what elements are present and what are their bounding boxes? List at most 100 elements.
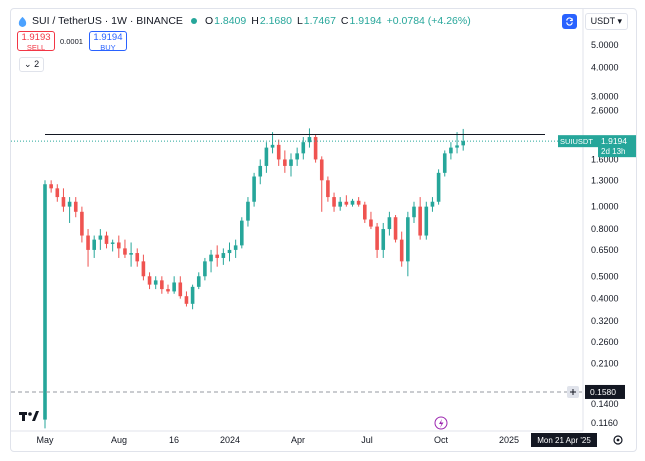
candle-body — [80, 211, 84, 236]
candle-body — [86, 235, 90, 250]
bar-countdown: 2d 13h — [601, 147, 625, 156]
price-tick-label: 5.0000 — [591, 40, 619, 50]
time-tick-label: Aug — [111, 435, 127, 445]
candle-body — [301, 142, 306, 154]
ohlc-high-label: H — [251, 15, 259, 27]
sell-button[interactable]: 1.9193 SELL — [17, 31, 55, 52]
sync-icon[interactable] — [561, 14, 577, 29]
ohlc-close-value: 1.9194 — [349, 15, 382, 27]
candle-body — [350, 200, 355, 205]
price-tick-label: 0.5000 — [591, 271, 619, 281]
market-status-dot — [190, 18, 197, 24]
time-tick-label: Apr — [291, 435, 305, 445]
indicators-count: 2 — [34, 59, 40, 69]
candle-body — [436, 172, 441, 202]
ohlc-close-label: C — [340, 15, 349, 27]
candle-body — [141, 261, 146, 277]
candle-body — [307, 137, 312, 143]
candle-body — [319, 159, 324, 181]
candle-body — [252, 176, 256, 202]
price-tick-label: 1.3000 — [591, 175, 619, 185]
candle-body — [418, 206, 422, 236]
candle-body — [123, 248, 127, 255]
candle-body — [356, 200, 361, 205]
chevron-down-small-icon: ⌄ — [24, 59, 32, 69]
candle-body — [129, 253, 133, 255]
candle-body — [424, 206, 429, 236]
candle-body — [246, 201, 250, 221]
candle-body — [67, 201, 72, 207]
spread-value: 0.0001 — [60, 36, 83, 46]
candle-body — [160, 280, 164, 290]
candle-body — [196, 276, 201, 287]
crosshair-price-badge — [585, 384, 625, 399]
candle-body — [270, 144, 275, 148]
price-tick-label: 3.0000 — [591, 91, 619, 101]
symbol-title[interactable]: SUI / TetherUS · 1W · BINANCE — [32, 15, 183, 27]
price-tick-label: 0.1160 — [591, 418, 618, 428]
candle-body — [240, 220, 244, 246]
candle-body — [215, 254, 219, 258]
price-change: +0.0784 (+4.26%) — [386, 15, 471, 27]
candle-body — [203, 261, 207, 277]
last-price-symbol: SUIUSDT — [560, 137, 593, 146]
candle-body — [430, 201, 435, 207]
buy-button[interactable]: 1.9194 BUY — [88, 31, 127, 52]
candle-body — [393, 217, 398, 240]
price-tick-label: 0.1400 — [591, 399, 619, 409]
candle-body — [166, 289, 170, 292]
crosshair-plus-icon[interactable] — [567, 385, 579, 398]
candle-body — [295, 153, 299, 160]
crosshair-date-label: Mon 21 Apr '25 — [537, 436, 591, 445]
time-tick-label: Jul — [361, 435, 373, 445]
ohlc-open-value: 1.8409 — [214, 15, 247, 27]
price-tick-label: 2.6000 — [591, 106, 619, 116]
candle-body — [264, 147, 269, 166]
ohlc-low-label: L — [296, 15, 303, 27]
time-tick-label: 2024 — [220, 435, 240, 445]
candle-body — [344, 201, 349, 205]
time-tick-label: 16 — [169, 435, 179, 445]
price-tick-label: 0.2100 — [591, 358, 619, 368]
candle-body — [104, 235, 109, 244]
tradingview-logo-icon — [19, 411, 39, 421]
symbol-logo-icon — [18, 16, 27, 27]
candle-body — [381, 229, 386, 250]
candle-body — [117, 242, 121, 249]
ohlc-low-value: 1.7467 — [303, 15, 336, 27]
candle-body — [369, 219, 373, 227]
chevron-down-icon: ▾ — [617, 16, 622, 26]
candle-body — [338, 201, 342, 207]
price-tick-label: 1.6000 — [591, 154, 619, 164]
settings-gear-icon[interactable] — [613, 435, 623, 445]
ohlc-high-value: 2.1680 — [259, 15, 292, 27]
buy-price: 1.9194 — [93, 32, 123, 43]
lightning-event-icon[interactable] — [434, 416, 448, 430]
candle-body — [332, 197, 336, 207]
candle-body — [375, 226, 379, 250]
price-tick-label: 1.0000 — [591, 202, 619, 212]
ohlc-open-label: O — [204, 15, 214, 27]
candle-body — [412, 206, 416, 218]
price-chart[interactable]: 5.0000 4.0000 3.0000 2.6000 1.6000 1.3000 1.00… — [11, 9, 636, 451]
candle-body — [455, 145, 459, 148]
candle-body — [43, 184, 47, 420]
candle-body — [135, 253, 140, 262]
currency-label: USDT — [590, 16, 615, 26]
price-tick-label: 0.6500 — [591, 245, 619, 255]
candle-body — [363, 204, 367, 220]
crosshair-date-badge — [531, 433, 597, 447]
candle-body — [449, 147, 453, 154]
indicators-toggle[interactable]: ⌄ 2 — [19, 57, 45, 72]
time-tick-label: 2025 — [499, 435, 519, 445]
candle-body — [313, 137, 318, 160]
trade-panel: 1.9193 SELL 0.0001 1.9194 BUY — [17, 31, 127, 52]
candle-body — [283, 159, 287, 166]
currency-selector[interactable]: USDT ▾ — [584, 13, 628, 30]
candle-body — [92, 239, 96, 250]
price-tick-label: 0.4000 — [591, 294, 619, 304]
candle-body — [406, 217, 410, 262]
buy-label: BUY — [100, 43, 116, 52]
candle-body — [49, 184, 53, 189]
